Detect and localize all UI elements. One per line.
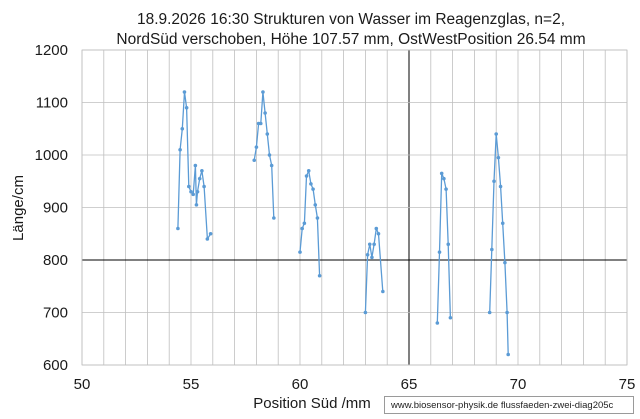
data-point [372,242,376,247]
data-point [446,242,451,247]
y-tick-label: 1000 [35,147,68,164]
data-point [298,250,302,254]
data-point [189,189,193,194]
data-point [197,176,202,181]
series-line-4 [364,227,384,313]
data-point [252,158,257,163]
data-point [254,145,259,149]
data-point [302,221,307,226]
data-point [300,226,304,231]
data-point [187,184,191,189]
data-point [267,153,272,157]
data-point [269,163,274,168]
data-point [265,132,270,136]
series-line-1 [177,91,212,240]
data-point [191,192,195,197]
x-tick-label: 50 [74,376,91,393]
chart-title: 18.9.2026 16:30 Strukturen von Wasser im… [116,11,585,48]
data-point [494,132,499,136]
y-tick-label: 1100 [36,95,68,112]
y-axis-ticks: 600 700 800 900 1000 1100 1200 [35,42,68,374]
data-point [376,231,381,236]
y-tick-label: 1200 [35,42,68,59]
data-point [258,121,263,126]
data-point [506,352,510,357]
data-point [313,203,318,207]
data-point [442,176,446,181]
x-axis-label: Position Süd /mm [253,395,371,412]
data-point [194,203,199,207]
chart-title-line-1: 18.9.2026 16:30 Strukturen von Wasser im… [137,11,565,28]
data-point [304,174,309,178]
y-tick-label: 800 [43,252,68,269]
series-line-3 [299,170,321,276]
data-point [263,111,267,115]
data-point [202,184,206,189]
y-axis-label: Länge/cm [10,175,27,241]
data-point [503,260,507,265]
source-caption: www.biosensor-physik.de flussfaeden-zwei… [384,396,634,414]
data-point [367,242,372,247]
data-point [317,273,322,278]
data-point [444,187,448,191]
data-point [180,126,185,131]
series-line-5 [436,172,452,324]
data-point [176,226,180,231]
data-point [439,171,444,176]
y-tick-label: 900 [43,200,68,217]
series-line-6 [489,133,509,355]
x-tick-label: 70 [510,376,527,393]
data-point [315,216,320,220]
data-point [261,90,265,94]
data-series [176,90,510,357]
data-point [178,147,182,152]
data-point [487,310,492,315]
series-line-2 [253,91,275,219]
y-tick-label: 700 [43,305,68,322]
data-point [496,155,501,160]
chart-title-line-2: NordSüd verschoben, Höhe 107.57 mm, OstW… [116,31,585,48]
x-axis-ticks: 50 55 60 65 70 75 [74,376,636,393]
y-tick-label: 600 [43,357,68,374]
data-point [381,289,385,294]
data-point [490,247,494,252]
data-point [208,231,213,236]
data-point [193,163,198,168]
data-point [205,237,210,241]
data-point [184,105,189,110]
data-point [435,321,440,325]
grid [81,49,628,366]
data-point [195,189,200,194]
data-point [448,315,453,320]
data-point [492,179,496,184]
data-point [505,310,509,315]
data-point [498,184,503,189]
data-point [306,168,311,173]
x-tick-label: 60 [292,376,309,393]
data-point [374,226,379,231]
data-point [200,168,204,173]
data-point [363,310,368,315]
data-point [365,252,370,257]
data-point [311,187,315,191]
data-point [370,255,374,260]
plot-area-border [81,49,628,366]
data-point [437,250,442,254]
x-tick-label: 75 [619,376,636,393]
data-point [272,216,276,220]
data-point [500,221,505,226]
x-tick-label: 65 [401,376,418,393]
data-point [182,90,187,94]
x-tick-label: 55 [183,376,200,393]
data-point [309,182,313,186]
